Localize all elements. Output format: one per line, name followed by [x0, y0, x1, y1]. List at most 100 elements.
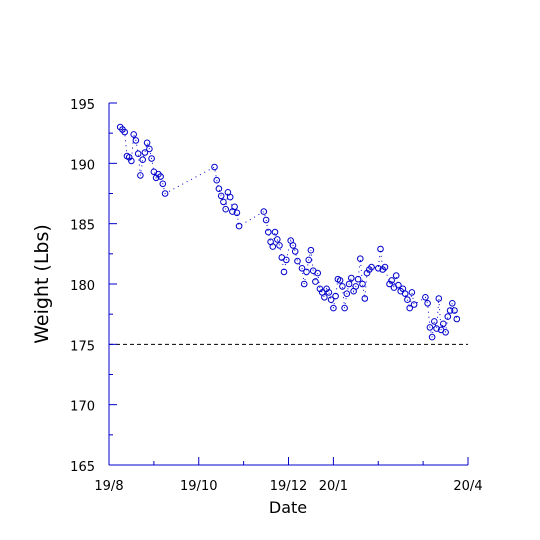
- data-point: [213, 176, 220, 184]
- data-point: [289, 242, 297, 249]
- data-point: [325, 289, 333, 296]
- data-point: [143, 139, 151, 147]
- data-point: [435, 295, 443, 302]
- x-tick-label: 19/10: [180, 479, 217, 494]
- data-point: [271, 228, 279, 236]
- data-point: [361, 295, 369, 302]
- data-point: [359, 280, 366, 288]
- data-point: [406, 304, 414, 312]
- y-tick-label: 165: [70, 460, 95, 475]
- data-point: [451, 307, 458, 314]
- data-point: [211, 163, 218, 171]
- data-point: [352, 283, 360, 290]
- data-point: [134, 150, 142, 157]
- data-point: [332, 292, 339, 300]
- data-point: [226, 193, 234, 201]
- data-point: [377, 245, 384, 253]
- data-point: [291, 248, 299, 255]
- data-point: [408, 289, 416, 296]
- series-layer: [116, 123, 461, 341]
- data-point: [121, 128, 128, 136]
- data-point: [262, 216, 270, 224]
- y-tick-label: 180: [70, 279, 95, 294]
- data-point: [433, 325, 440, 332]
- data-point: [321, 294, 328, 301]
- data-point: [426, 324, 434, 331]
- data-point: [327, 296, 335, 304]
- data-point: [157, 173, 164, 180]
- data-point: [231, 203, 238, 211]
- data-point: [298, 265, 306, 272]
- data-point: [330, 304, 337, 312]
- data-point: [343, 290, 351, 298]
- y-tick-label: 185: [70, 219, 95, 234]
- series-connector-line: [119, 126, 458, 338]
- data-point: [283, 256, 290, 264]
- data-point: [159, 180, 167, 188]
- data-point: [269, 243, 277, 250]
- data-point: [446, 307, 454, 314]
- data-point: [215, 185, 223, 192]
- data-point: [280, 268, 288, 276]
- data-point: [132, 137, 140, 144]
- data-point: [220, 198, 227, 206]
- data-point: [395, 281, 402, 289]
- data-point: [276, 242, 283, 249]
- data-point: [440, 320, 447, 328]
- data-point: [312, 278, 319, 285]
- data-point: [422, 294, 429, 301]
- data-point: [431, 318, 438, 325]
- data-point: [444, 313, 452, 320]
- y-tick-label: 175: [70, 339, 95, 354]
- data-point: [410, 301, 418, 308]
- data-point: [314, 269, 322, 277]
- data-point: [217, 192, 225, 200]
- data-point: [401, 290, 409, 298]
- data-point: [388, 277, 396, 284]
- data-point: [128, 157, 135, 165]
- data-point: [442, 329, 449, 336]
- data-point: [265, 228, 272, 236]
- data-point: [146, 145, 153, 153]
- data-point: [375, 265, 382, 272]
- axis-layer: 165 170 175 180 185 190 195 19/8 19/10 19/12 20/1 2…: [70, 98, 482, 494]
- y-tick-label: 170: [70, 400, 95, 415]
- data-point: [341, 304, 348, 312]
- data-point: [392, 272, 400, 279]
- data-point: [274, 236, 281, 243]
- data-point: [368, 263, 375, 271]
- data-point: [139, 156, 146, 163]
- data-point: [148, 155, 155, 162]
- data-point: [424, 300, 431, 307]
- x-tick-label: 20/1: [319, 479, 348, 494]
- data-point: [161, 190, 169, 197]
- data-point: [137, 172, 144, 179]
- data-point: [381, 263, 389, 271]
- data-point: [260, 208, 268, 215]
- data-point: [354, 275, 362, 283]
- data-point: [303, 268, 310, 276]
- data-point: [222, 205, 229, 213]
- x-tick-label: 19/8: [94, 479, 123, 494]
- data-point: [449, 300, 456, 307]
- x-tick-label: 20/4: [453, 479, 482, 494]
- data-point: [300, 280, 308, 288]
- data-point: [125, 154, 133, 161]
- y-axis-label: Weight (Lbs): [31, 224, 53, 344]
- data-point: [357, 255, 364, 263]
- y-tick-label: 190: [70, 158, 95, 173]
- x-tick-label: 19/12: [270, 479, 307, 494]
- data-point: [294, 257, 301, 265]
- data-point: [235, 222, 243, 230]
- data-point: [305, 256, 313, 264]
- data-point: [307, 246, 315, 254]
- data-point: [348, 274, 355, 282]
- data-point: [386, 280, 393, 288]
- data-point: [233, 209, 241, 217]
- data-point: [345, 280, 353, 288]
- data-point: [339, 283, 346, 290]
- data-point: [141, 149, 149, 156]
- data-point: [336, 277, 344, 284]
- data-point: [130, 131, 137, 138]
